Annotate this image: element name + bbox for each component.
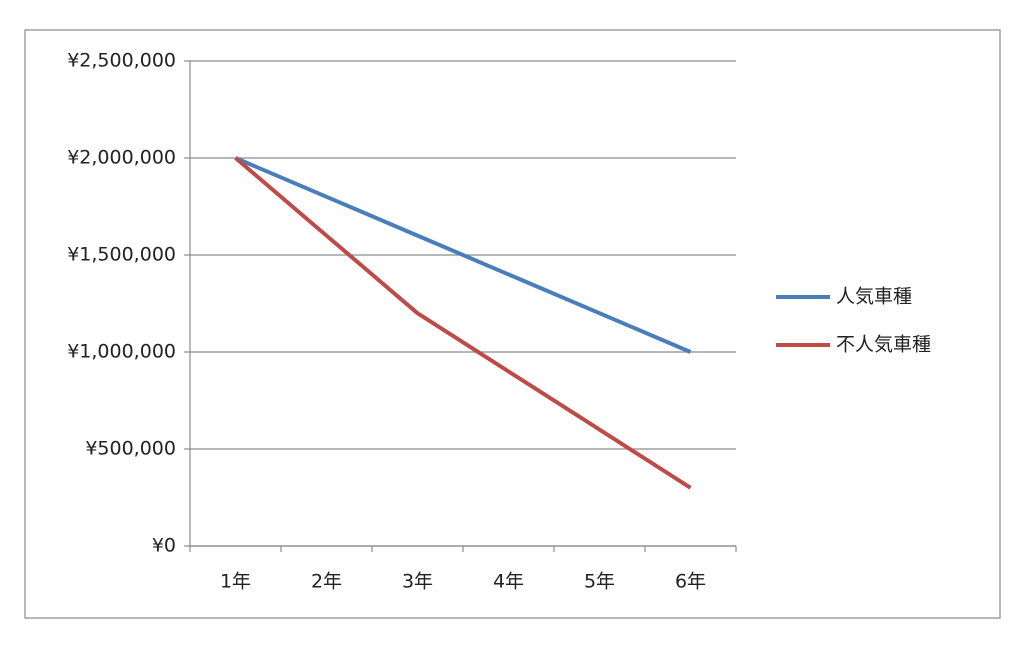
y-tick-label: ¥1,000,000 <box>67 341 176 363</box>
series-line <box>234 156 692 490</box>
y-tick-label: ¥2,500,000 <box>67 50 176 72</box>
y-tick-label: ¥500,000 <box>85 438 176 460</box>
x-tick-label: 3年 <box>402 571 433 593</box>
legend-label: 不人気車種 <box>836 334 931 356</box>
chart-border <box>24 29 1001 619</box>
x-tick-label: 6年 <box>675 571 706 593</box>
legend-label: 人気車種 <box>836 286 912 308</box>
series-line <box>234 156 692 354</box>
x-tick-label: 1年 <box>220 571 251 593</box>
y-tick-label: ¥0 <box>152 535 176 557</box>
x-tick-label: 2年 <box>311 571 342 593</box>
y-tick-label: ¥1,500,000 <box>67 244 176 266</box>
x-tick-label: 5年 <box>584 571 615 593</box>
y-tick-label: ¥2,000,000 <box>67 147 176 169</box>
x-tick-label: 4年 <box>493 571 524 593</box>
